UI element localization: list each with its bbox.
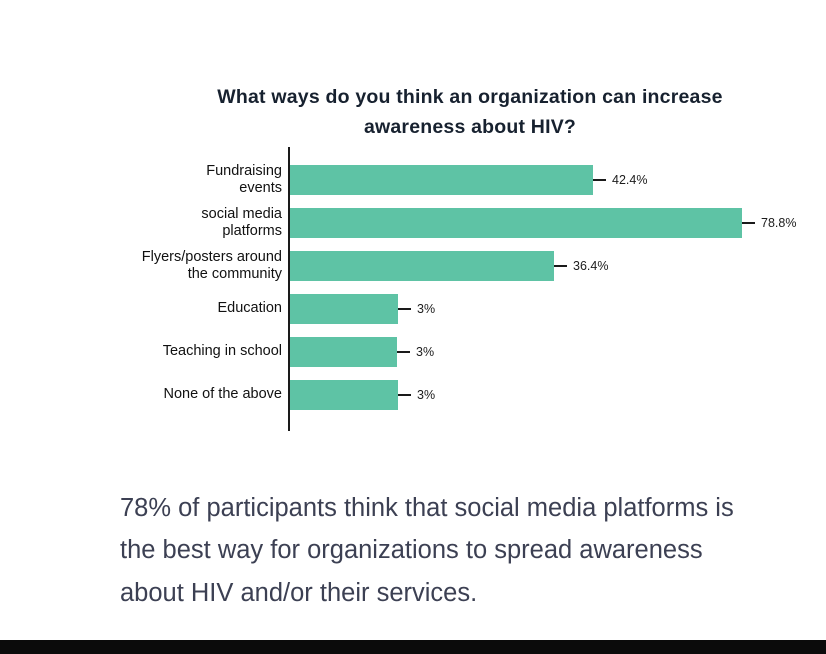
- y-axis-line: [288, 147, 290, 431]
- value-label: 3%: [417, 301, 436, 316]
- bar-chart: Fundraising events 42.4% social media pl…: [64, 158, 804, 416]
- value-label: 3%: [416, 344, 435, 359]
- chart-title-line-2: awareness about HIV?: [363, 116, 577, 139]
- leader-line: [593, 178, 606, 181]
- bar: [290, 336, 397, 367]
- caption-text: 78% of participants think that social me…: [120, 487, 810, 614]
- caption-line-3: about HIV and/or their services.: [120, 578, 478, 607]
- category-label: social media platforms: [201, 205, 282, 239]
- caption-line-1: 78% of participants think that social me…: [120, 494, 734, 522]
- bar-area: 3%: [290, 373, 435, 416]
- category-label: Education: [217, 300, 283, 317]
- bar-area: 3%: [290, 330, 434, 373]
- bar-area: 36.4%: [290, 244, 608, 287]
- category-label: Teaching in school: [162, 343, 282, 360]
- value-label: 42.4%: [612, 172, 648, 187]
- chart-row: social media platforms 78.8%: [64, 201, 804, 244]
- leader-line: [398, 307, 411, 310]
- leader-line: [397, 350, 410, 353]
- value-label: 3%: [417, 387, 436, 402]
- chart-row: None of the above 3%: [64, 373, 804, 416]
- leader-line: [398, 393, 411, 396]
- chart-row: Teaching in school 3%: [64, 330, 804, 373]
- chart-row: Fundraising events 42.4%: [64, 158, 804, 201]
- chart-title: What ways do you think an organization c…: [113, 82, 826, 142]
- leader-line: [554, 264, 567, 267]
- category-label: Flyers/posters around the community: [141, 248, 282, 282]
- category-label: None of the above: [163, 386, 282, 403]
- caption-line-2: the best way for organizations to spread…: [120, 536, 703, 565]
- bar: [290, 293, 398, 324]
- bar: [290, 250, 554, 281]
- bar: [290, 164, 593, 195]
- leader-line: [742, 221, 755, 224]
- value-label: 78.8%: [761, 215, 797, 230]
- category-label: Fundraising events: [206, 162, 282, 196]
- value-label: 36.4%: [573, 258, 609, 273]
- bar-area: 3%: [290, 287, 435, 330]
- chart-row: Education 3%: [64, 287, 804, 330]
- bar-area: 42.4%: [290, 158, 647, 201]
- bar: [290, 379, 398, 410]
- bar: [290, 207, 742, 238]
- chart-title-line-1: What ways do you think an organization c…: [217, 86, 723, 109]
- chart-row: Flyers/posters around the community 36.4…: [64, 244, 804, 287]
- bar-area: 78.8%: [290, 201, 796, 244]
- footer-bar: [0, 640, 826, 654]
